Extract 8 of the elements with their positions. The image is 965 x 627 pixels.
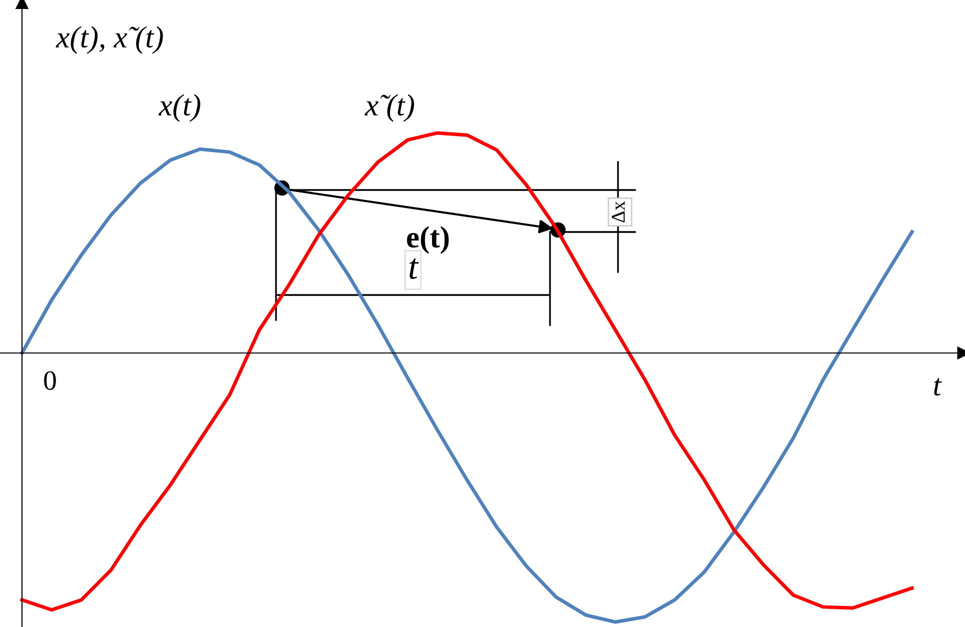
annotation: Δx xyxy=(612,201,625,222)
y-axis-title: x(t), x̃ (t) xyxy=(56,26,163,54)
series-label: x̃ (t) xyxy=(364,94,414,122)
series-label: x(t) xyxy=(158,94,200,122)
annotation: e(t) xyxy=(407,226,449,254)
x-axis-title: t xyxy=(934,378,942,396)
annotation: t xyxy=(410,258,419,280)
annotation: 0 xyxy=(44,371,56,390)
